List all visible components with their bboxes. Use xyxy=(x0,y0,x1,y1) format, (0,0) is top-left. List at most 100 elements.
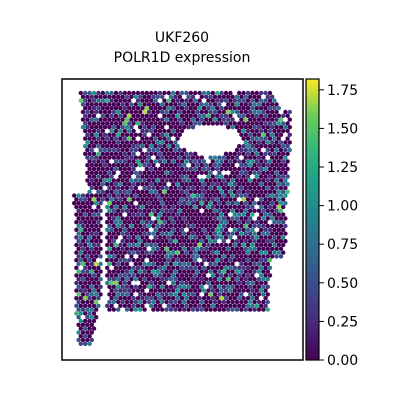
spot xyxy=(226,277,230,281)
spot xyxy=(241,281,245,285)
spot xyxy=(197,182,201,186)
spot xyxy=(134,102,138,106)
spot xyxy=(138,300,142,304)
spot xyxy=(266,125,270,129)
spot xyxy=(149,98,153,102)
spot xyxy=(213,193,217,197)
spot xyxy=(92,91,96,95)
spot xyxy=(87,273,91,277)
spot xyxy=(261,163,265,167)
spot xyxy=(274,254,278,258)
spot xyxy=(215,235,219,239)
spot xyxy=(109,197,113,201)
spot xyxy=(140,136,144,140)
spot xyxy=(147,201,151,205)
spot xyxy=(248,292,252,296)
spot xyxy=(211,212,215,216)
spot xyxy=(79,281,83,285)
spot xyxy=(162,288,166,292)
spot xyxy=(219,174,223,178)
spot xyxy=(191,125,195,129)
spot xyxy=(274,133,278,137)
spot xyxy=(81,110,85,114)
spot xyxy=(87,319,91,323)
spot xyxy=(180,243,184,247)
spot xyxy=(142,224,146,228)
spot xyxy=(149,304,153,308)
spot xyxy=(237,273,241,277)
spot xyxy=(235,307,239,311)
spot xyxy=(92,136,96,140)
spot xyxy=(184,114,188,118)
spot xyxy=(195,277,199,281)
spot xyxy=(175,174,179,178)
spot xyxy=(263,243,267,247)
spot xyxy=(90,216,94,220)
spot xyxy=(193,296,197,300)
spot xyxy=(239,269,243,273)
spot xyxy=(136,91,140,95)
spot xyxy=(136,212,140,216)
spot xyxy=(167,197,171,201)
spot xyxy=(279,254,283,258)
spot xyxy=(211,167,215,171)
spot xyxy=(145,159,149,163)
spot xyxy=(246,159,250,163)
spot xyxy=(237,91,241,95)
spot xyxy=(191,307,195,311)
spot xyxy=(219,106,223,110)
spot xyxy=(237,281,241,285)
spot xyxy=(200,163,204,167)
spot xyxy=(204,216,208,220)
spot xyxy=(96,106,100,110)
spot xyxy=(235,277,239,281)
spot xyxy=(193,235,197,239)
spot xyxy=(169,231,173,235)
spot xyxy=(87,212,91,216)
spot xyxy=(145,174,149,178)
spot xyxy=(107,201,111,205)
spot xyxy=(83,197,87,201)
spot xyxy=(246,190,250,194)
spot xyxy=(147,140,151,144)
spot xyxy=(92,114,96,118)
spot xyxy=(136,114,140,118)
spot xyxy=(281,212,285,216)
spot xyxy=(189,98,193,102)
spot xyxy=(96,144,100,148)
spot xyxy=(158,281,162,285)
spot xyxy=(200,247,204,251)
spot xyxy=(219,228,223,232)
spot xyxy=(206,167,210,171)
spot xyxy=(217,285,221,289)
spot xyxy=(167,136,171,140)
spot xyxy=(83,114,87,118)
spot xyxy=(129,300,133,304)
spot xyxy=(114,182,118,186)
spot xyxy=(175,129,179,133)
spot xyxy=(277,167,281,171)
spot xyxy=(182,125,186,129)
spot xyxy=(153,159,157,163)
spot xyxy=(173,110,177,114)
spot xyxy=(83,220,87,224)
spot xyxy=(263,152,267,156)
spot xyxy=(222,193,226,197)
spot xyxy=(169,216,173,220)
spot xyxy=(175,212,179,216)
spot xyxy=(230,277,234,281)
spot xyxy=(233,304,237,308)
spot xyxy=(279,201,283,205)
spot xyxy=(191,117,195,121)
spot xyxy=(83,296,87,300)
spot xyxy=(266,300,270,304)
spot xyxy=(81,102,85,106)
spot xyxy=(85,247,89,251)
spot xyxy=(235,224,239,228)
spot xyxy=(186,201,190,205)
spot xyxy=(116,193,120,197)
spot xyxy=(96,250,100,254)
spot xyxy=(101,144,105,148)
spot xyxy=(252,269,256,273)
spot xyxy=(228,250,232,254)
